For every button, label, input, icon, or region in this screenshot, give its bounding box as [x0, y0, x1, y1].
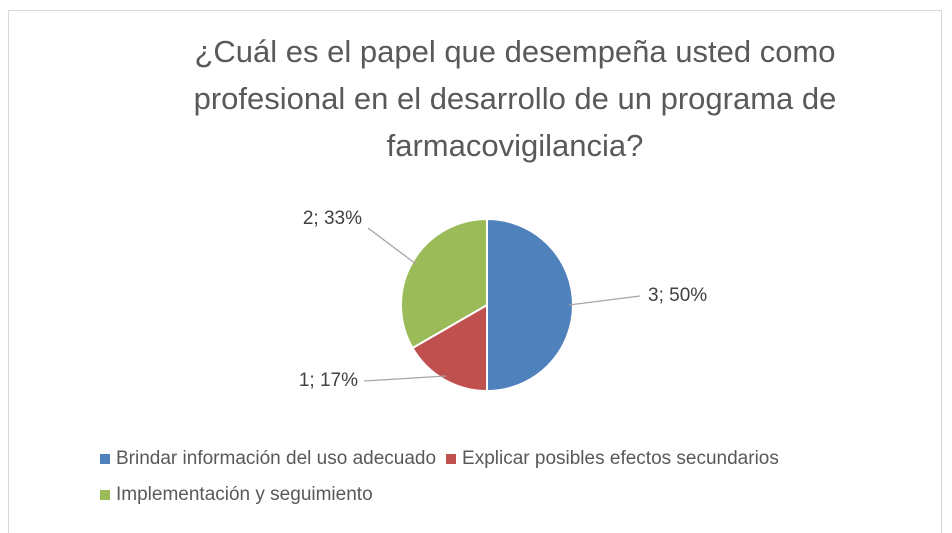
chart-frame [8, 10, 942, 533]
legend-item: Explicar posibles efectos secundarios [446, 448, 779, 470]
data-label: 2; 33% [303, 208, 362, 229]
leader-line [363, 375, 447, 382]
legend-item: Brindar información del uso adecuado [100, 448, 436, 470]
data-label: 3; 50% [648, 285, 707, 306]
legend-swatch [446, 454, 457, 464]
legend-label: Explicar posibles efectos secundarios [462, 448, 779, 469]
pie-slice [411, 303, 488, 393]
leader-line [367, 227, 417, 265]
leader-line [568, 295, 641, 306]
legend-swatch [100, 490, 110, 500]
legend-swatch [100, 454, 110, 464]
legend-label: Implementación y seguimiento [116, 484, 373, 505]
legend: Brindar información del uso adecuado Expl… [100, 448, 890, 506]
pie-slice [486, 217, 574, 393]
legend-label: Brindar información del uso adecuado [116, 448, 437, 469]
chart-title: ¿Cuál es el papel que desempeña usted co… [193, 34, 837, 163]
data-label: 1; 17% [299, 370, 358, 391]
legend-item: Implementación y seguimiento [100, 484, 373, 506]
